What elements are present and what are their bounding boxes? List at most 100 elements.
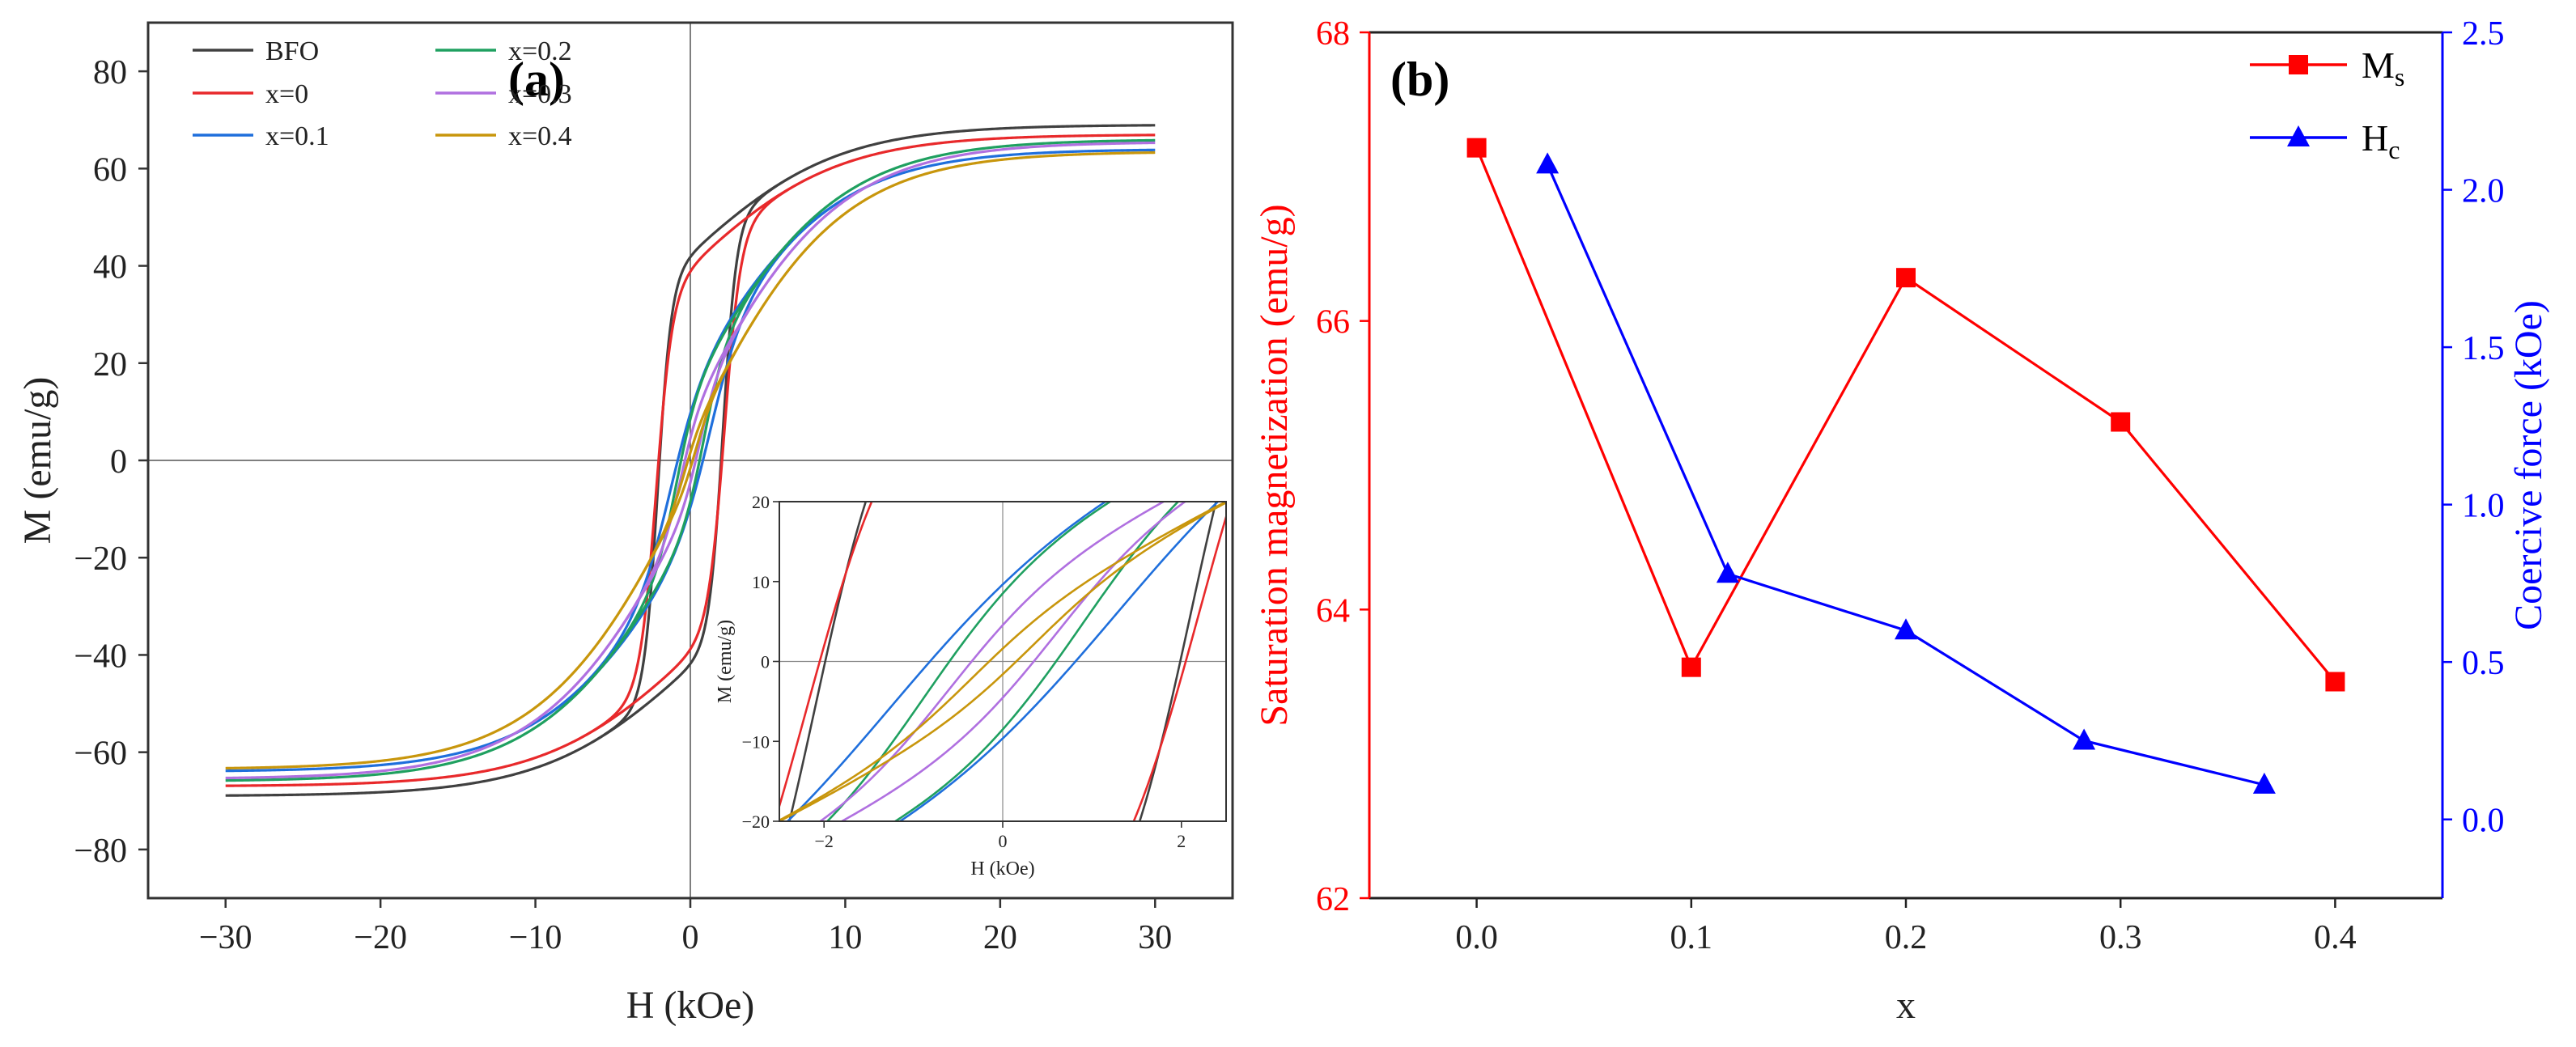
y-tick-label-a: −20	[74, 540, 127, 578]
y-axis-title-a: M (emu/g)	[16, 377, 59, 545]
x-tick-label-b: 0.3	[2099, 919, 2142, 956]
marker-triangle-h	[1536, 152, 1560, 174]
panel-label-a: (a)	[508, 53, 565, 106]
legend-label-b: Ms	[2362, 45, 2404, 91]
y-tick-label-right: 0.5	[2462, 645, 2505, 682]
y-tick-label-right: 2.0	[2462, 173, 2505, 210]
inset-x-tick-label: −2	[814, 831, 833, 851]
inset-y-tick-label: 20	[752, 492, 770, 512]
inset-zero-lines	[779, 502, 1226, 821]
y-tick-label-a: 40	[93, 249, 127, 286]
inset-x-tick-label: 2	[1177, 831, 1186, 851]
panel-label-b: (b)	[1390, 53, 1449, 106]
inset-branch-x-0-1	[898, 502, 1220, 821]
y-tick-label-a: −60	[74, 735, 127, 773]
y-tick-label-a: 60	[93, 151, 127, 189]
y-tick-label-a: −80	[74, 833, 127, 870]
zero-lines	[148, 23, 1233, 898]
marker-square-m	[1681, 657, 1701, 677]
x-tick-label-b: 0.1	[1670, 919, 1713, 956]
x-tick-label-a: 0	[682, 919, 699, 956]
legend-label-a: x=0.4	[508, 121, 572, 151]
legend-label-a: x=0	[265, 79, 308, 109]
inset-y-axis-title: M (emu/g)	[715, 620, 736, 703]
inset-branch-x-0	[1132, 513, 1226, 821]
y-tick-label-a: −40	[74, 638, 127, 675]
y-tick-label-a: 20	[93, 346, 127, 384]
inset-branch-bfo	[788, 502, 868, 821]
inset-branch-x-0-3	[839, 502, 1187, 821]
hysteresis-loop-x-0-3	[225, 141, 1156, 780]
marker-triangle-h	[2252, 772, 2276, 794]
legend-label-a: BFO	[265, 36, 319, 66]
panel-b: 0.0 0.1 0.2 0.3 0.4 62 64 66 68 0.0 0.5 1.0 1.5 2.0 2.…	[1253, 15, 2550, 1027]
y-tick-label-a: 0	[110, 443, 127, 481]
inset-y-tick-label: −20	[742, 812, 770, 832]
inset-branch-x-0-1	[786, 502, 1108, 821]
y-tick-label-a: 80	[93, 54, 127, 91]
y-tick-label-right: 0.0	[2462, 803, 2505, 840]
inset-branch-x-0-2	[893, 502, 1180, 821]
hysteresis-loop-x-0-4	[225, 150, 1156, 770]
hysteresis-loop-x-0	[225, 134, 1156, 787]
y-tick-label-right: 2.5	[2462, 15, 2505, 53]
legend-a: BFO x=0.2 x=0 x=0.3 x=0.1 x=0.4	[193, 36, 572, 151]
marker-square-m	[1466, 138, 1487, 158]
inset-x-tick-label: 0	[999, 831, 1008, 851]
marker-square-m	[1896, 268, 1916, 288]
hysteresis-loop-x-0-1	[225, 148, 1156, 773]
inset-branch-bfo	[1138, 502, 1217, 821]
hysteresis-loop-x-0-2	[225, 138, 1156, 782]
hysteresis-curves	[225, 124, 1156, 797]
x-tick-label-a: −10	[509, 919, 562, 956]
inset-y-tick-label: −10	[742, 731, 770, 752]
y-tick-label-left: 66	[1316, 304, 1350, 341]
y-axis-title-left: Saturation magnetization (emu/g)	[1253, 204, 1296, 726]
y-tick-label-left: 64	[1316, 592, 1350, 629]
inset-x-axis-title: H (kOe)	[970, 858, 1034, 880]
inset-curves	[779, 502, 1226, 821]
x-tick-label-b: 0.0	[1455, 919, 1498, 956]
legend-marker-square	[2289, 55, 2308, 74]
legend-marker-triangle	[2287, 125, 2310, 146]
x-tick-label-a: 20	[983, 919, 1017, 956]
y-tick-label-right: 1.0	[2462, 488, 2505, 525]
marker-triangle-h	[2073, 728, 2096, 750]
x-tick-label-a: −20	[354, 919, 407, 956]
inset-branch-x-0-2	[825, 502, 1113, 821]
inset-branch-x-0-4	[779, 502, 1226, 821]
x-tick-label-b: 0.4	[2314, 919, 2357, 956]
legend-label-a: x=0.3	[508, 79, 572, 109]
legend-label-a: x=0.1	[265, 121, 329, 151]
marker-triangle-h	[1895, 618, 1917, 640]
hysteresis-loop-bfo	[225, 124, 1156, 797]
legend-label-a: x=0.2	[508, 36, 572, 66]
marker-square-m	[2325, 672, 2345, 692]
marker-square-m	[2111, 412, 2131, 432]
x-axis-title-a: H (kOe)	[626, 984, 755, 1027]
inset-branch-x-0	[779, 502, 873, 810]
x-axis-title-b: x	[1896, 984, 1916, 1027]
legend-label-b: Hc	[2362, 117, 2400, 164]
series-lines-b	[1466, 138, 2345, 794]
inset-branch-x-0-4	[779, 502, 1226, 821]
x-tick-label-a: 10	[828, 919, 862, 956]
marker-triangle-h	[1716, 562, 1739, 583]
axis-ticks-b: 0.0 0.1 0.2 0.3 0.4 62 64 66 68 0.0 0.5 1.0 1.5 2.0 2.…	[1316, 15, 2505, 956]
x-tick-label-b: 0.2	[1885, 919, 1928, 956]
legend-b: Ms Hc	[2250, 45, 2404, 164]
inset-y-tick-label: 0	[761, 652, 770, 672]
x-tick-label-a: −30	[199, 919, 253, 956]
y-axis-title-right: Coercive force (kOe)	[2507, 300, 2550, 630]
y-tick-label-left: 68	[1316, 15, 1350, 53]
x-tick-label-a: 30	[1138, 919, 1172, 956]
y-tick-label-left: 62	[1316, 881, 1350, 918]
y-tick-label-right: 1.5	[2462, 330, 2505, 367]
inset-y-tick-label: 10	[752, 572, 770, 592]
